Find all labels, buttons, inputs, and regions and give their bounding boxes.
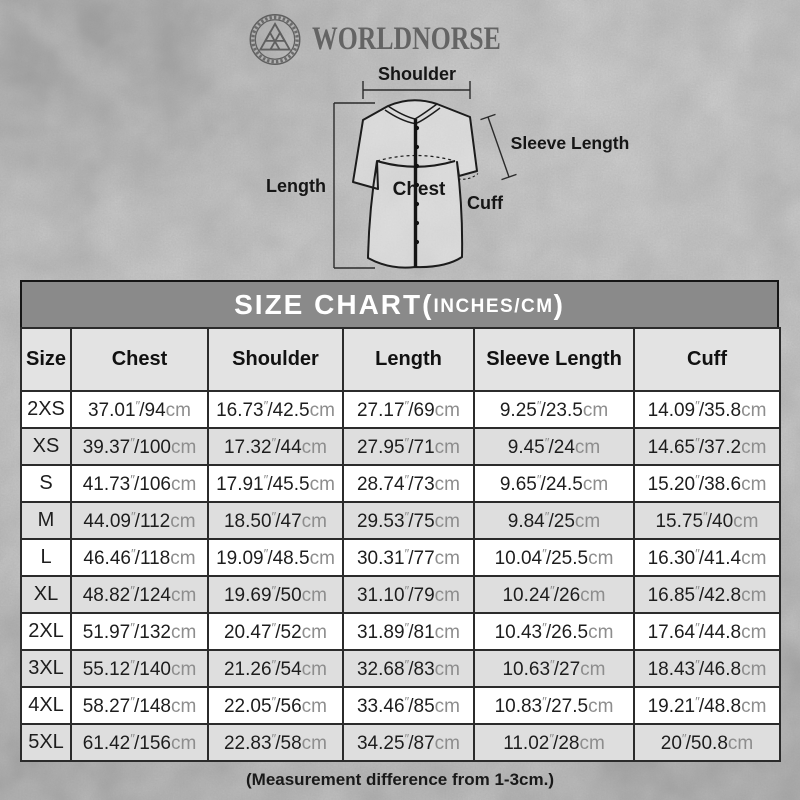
measure-cell: 27.17″/69cm (342, 390, 475, 429)
measure-cell: 55.12″/140cm (70, 649, 209, 688)
sleeve-measure-line (487, 116, 510, 178)
measure-cell: 48.82″/124cm (70, 575, 209, 614)
size-cell: S (20, 464, 72, 503)
measure-cell: 17.64″/44.8cm (633, 612, 781, 651)
measure-cell: 37.01″/94cm (70, 390, 209, 429)
measure-cell: 10.43″/26.5cm (473, 612, 635, 651)
measure-cell: 16.73″/42.5cm (207, 390, 344, 429)
measurement-footnote: (Measurement difference from 1-3cm.) (246, 770, 554, 789)
col-header-sleeve-length: Sleeve Length (473, 327, 635, 392)
measure-cell: 30.31″/77cm (342, 538, 475, 577)
measure-cell: 19.09″/48.5cm (207, 538, 344, 577)
measure-cell: 22.83″/58cm (207, 723, 344, 762)
measure-cell: 16.30″/41.4cm (633, 538, 781, 577)
measure-cell: 10.63″/27cm (473, 649, 635, 688)
measure-cell: 15.20″/38.6cm (633, 464, 781, 503)
measure-cell: 14.65″/37.2cm (633, 427, 781, 466)
size-cell: 2XL (20, 612, 72, 651)
size-cell: XS (20, 427, 72, 466)
size-chart-title-band: SIZE CHART(INCHES/CM) (20, 280, 779, 327)
shoulder-label: Shoulder (378, 64, 456, 84)
measure-cell: 22.05″/56cm (207, 686, 344, 725)
measure-cell: 33.46″/85cm (342, 686, 475, 725)
size-cell: 4XL (20, 686, 72, 725)
sleeve-length-label: Sleeve Length (511, 133, 630, 153)
table-row: 4XL 58.27″/148cm 22.05″/56cm 33.46″/85cm 10.… (20, 686, 781, 725)
measure-cell: 39.37″/100cm (70, 427, 209, 466)
measure-cell: 58.27″/148cm (70, 686, 209, 725)
title-suffix: ) (553, 288, 565, 320)
measure-cell: 10.04″/25.5cm (473, 538, 635, 577)
size-chart-card: SIZE CHART(INCHES/CM) Size Chest Shoulde… (20, 280, 781, 762)
measure-cell: 19.69″/50cm (207, 575, 344, 614)
measure-cell: 17.91″/45.5cm (207, 464, 344, 503)
table-row: L 46.46″/118cm 19.09″/48.5cm 30.31″/77cm 10.… (20, 538, 781, 577)
measure-cell: 46.46″/118cm (70, 538, 209, 577)
chest-label: Chest (393, 179, 446, 200)
col-header-shoulder: Shoulder (207, 327, 344, 392)
measure-cell: 29.53″/75cm (342, 501, 475, 540)
title-units: INCHES/CM (433, 296, 554, 317)
table-row: M 44.09″/112cm 18.50″/47cm 29.53″/75cm 9.84″… (20, 501, 781, 540)
col-header-cuff: Cuff (633, 327, 781, 392)
measure-cell: 15.75″/40cm (633, 501, 781, 540)
size-cell: L (20, 538, 72, 577)
shirt-measurement-diagram: Shoulder Sleeve Length Length Chest Cuff (266, 64, 630, 269)
title-prefix: SIZE CHART( (234, 288, 434, 320)
measure-cell: 10.83″/27.5cm (473, 686, 635, 725)
measure-cell: 9.45″/24cm (473, 427, 635, 466)
table-row: 5XL 61.42″/156cm 22.83″/58cm 34.25″/87cm 11.… (20, 723, 781, 762)
cuff-label: Cuff (467, 193, 504, 213)
size-cell: 2XS (20, 390, 72, 429)
table-row: S 41.73″/106cm 17.91″/45.5cm 28.74″/73cm 9.6… (20, 464, 781, 503)
measure-cell: 19.21″/48.8cm (633, 686, 781, 725)
col-header-size: Size (20, 327, 72, 392)
measure-cell: 27.95″/71cm (342, 427, 475, 466)
measure-cell: 18.50″/47cm (207, 501, 344, 540)
measure-cell: 31.89″/81cm (342, 612, 475, 651)
size-table: Size Chest Shoulder Length Sleeve Length… (20, 327, 781, 762)
size-table-body: 2XS 37.01″/94cm 16.73″/42.5cm 27.17″/69cm 9.… (20, 390, 781, 762)
measure-cell: 14.09″/35.8cm (633, 390, 781, 429)
size-cell: M (20, 501, 72, 540)
table-row: 2XL 51.97″/132cm 20.47″/52cm 31.89″/81cm 10.… (20, 612, 781, 651)
col-header-length: Length (342, 327, 475, 392)
measure-cell: 18.43″/46.8cm (633, 649, 781, 688)
table-row: XL 48.82″/124cm 19.69″/50cm 31.10″/79cm 10.2… (20, 575, 781, 614)
measure-cell: 41.73″/106cm (70, 464, 209, 503)
measure-cell: 44.09″/112cm (70, 501, 209, 540)
measure-cell: 9.25″/23.5cm (473, 390, 635, 429)
measure-cell: 17.32″/44cm (207, 427, 344, 466)
length-label: Length (266, 176, 326, 196)
table-row: 3XL 55.12″/140cm 21.26″/54cm 32.68″/83cm 10.… (20, 649, 781, 688)
size-cell: 3XL (20, 649, 72, 688)
brand-name: WORLDNORSE (311, 20, 501, 57)
col-header-chest: Chest (70, 327, 209, 392)
measure-cell: 20″/50.8cm (633, 723, 781, 762)
size-cell: XL (20, 575, 72, 614)
measure-cell: 10.24″/26cm (473, 575, 635, 614)
measure-cell: 34.25″/87cm (342, 723, 475, 762)
measure-cell: 9.65″/24.5cm (473, 464, 635, 503)
measure-cell: 32.68″/83cm (342, 649, 475, 688)
measure-cell: 61.42″/156cm (70, 723, 209, 762)
measure-cell: 31.10″/79cm (342, 575, 475, 614)
table-header-row: Size Chest Shoulder Length Sleeve Length… (20, 327, 781, 392)
measure-cell: 28.74″/73cm (342, 464, 475, 503)
measure-cell: 16.85″/42.8cm (633, 575, 781, 614)
measure-cell: 20.47″/52cm (207, 612, 344, 651)
measure-cell: 11.02″/28cm (473, 723, 635, 762)
measure-cell: 51.97″/132cm (70, 612, 209, 651)
table-row: XS 39.37″/100cm 17.32″/44cm 27.95″/71cm 9.45… (20, 427, 781, 466)
size-cell: 5XL (20, 723, 72, 762)
measure-cell: 9.84″/25cm (473, 501, 635, 540)
measure-cell: 21.26″/54cm (207, 649, 344, 688)
table-row: 2XS 37.01″/94cm 16.73″/42.5cm 27.17″/69cm 9.… (20, 390, 781, 429)
